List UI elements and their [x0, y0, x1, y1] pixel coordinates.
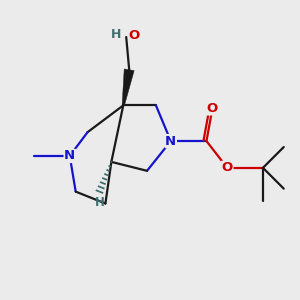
Text: H: H [94, 196, 104, 209]
Text: O: O [207, 102, 218, 115]
Text: O: O [129, 29, 140, 42]
Text: H: H [110, 28, 121, 40]
Text: N: N [64, 149, 75, 162]
Text: O: O [222, 161, 233, 174]
Text: N: N [165, 135, 176, 148]
Polygon shape [122, 69, 134, 106]
